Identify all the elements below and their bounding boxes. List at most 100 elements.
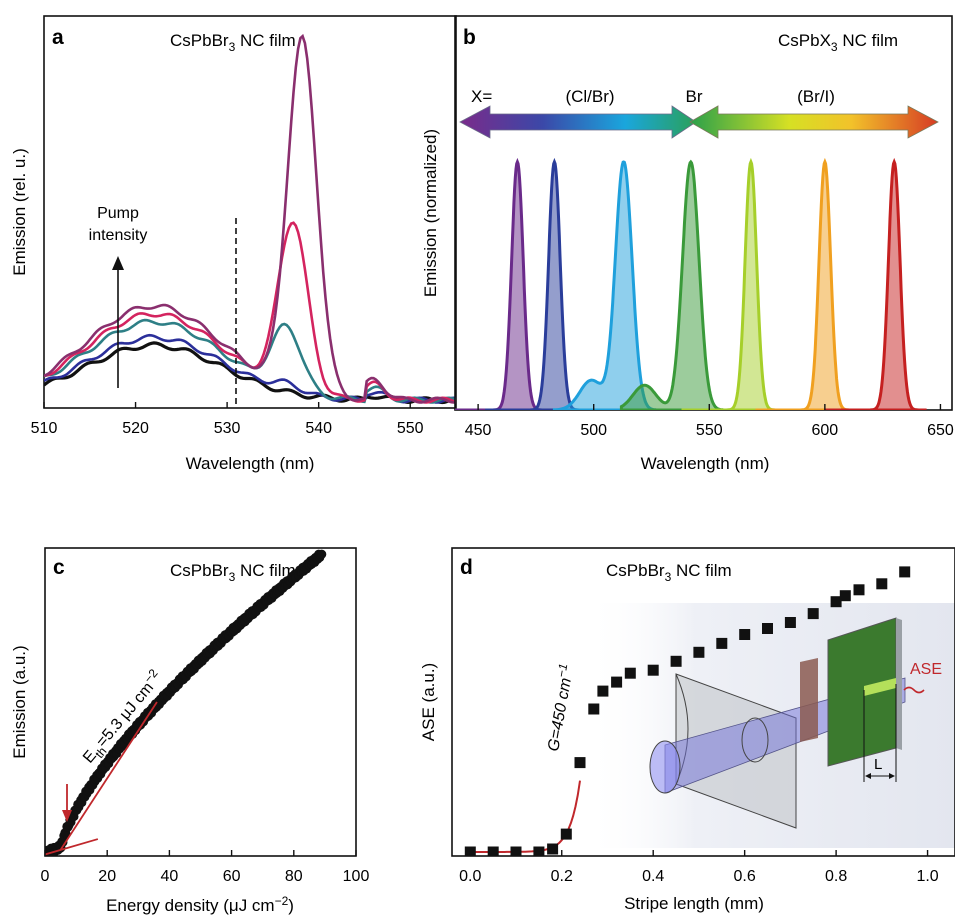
panel-b-plot-area: [455, 157, 927, 410]
pump-arrow-head: [112, 256, 124, 270]
panel-b-peak-568: [681, 157, 784, 410]
panel-b-label-x: X=: [471, 87, 492, 106]
panel-c-tick-label-20: 20: [98, 868, 116, 885]
panel-d-tick-label-0.0: 0.0: [459, 868, 481, 885]
panel-d-point-16: [762, 623, 773, 634]
panel-a-title: CsPbBr3 NC film: [170, 31, 296, 54]
panel-d-point-22: [876, 578, 888, 590]
panel-b-tick-label-500: 500: [580, 422, 607, 439]
panel-a-plot-area: [44, 33, 456, 405]
panel-b-letter: b: [463, 26, 476, 49]
panel-d-point-5: [560, 828, 572, 840]
inset-ase-wave: [903, 686, 925, 694]
halide-arrow-right: [689, 105, 939, 139]
panel-d-point-11: [647, 664, 659, 676]
inset-l-arrow-left: [865, 773, 871, 779]
panel-a-series-5: [44, 33, 456, 404]
panel-a-ylabel: Emission (rel. u.): [10, 148, 29, 276]
panel-d-plot-area: [464, 566, 911, 856]
panel-b-peak-630: [824, 157, 927, 410]
panel-d-point-6: [574, 757, 586, 769]
panel-c-x-ticks: 0 20 40 60 80 100: [41, 850, 370, 885]
panel-c-xlabel: Energy density (μJ cm−2): [106, 894, 294, 915]
panel-a-series-1: [44, 341, 456, 405]
panel-b-peak-542: [619, 159, 724, 410]
panel-a-xlabel: Wavelength (nm): [186, 454, 315, 473]
panel-d-point-7: [588, 703, 600, 715]
panel-a-frame: [43, 15, 457, 409]
panel-b-xlabel: Wavelength (nm): [641, 454, 770, 473]
panel-b-peak-600: [755, 157, 858, 410]
inset-substrate: [827, 617, 897, 767]
panel-c-point-278: [317, 549, 327, 559]
threshold-arrow-head: [62, 810, 72, 822]
panel-d-point-18: [807, 608, 819, 620]
panel-b-label-clbr: (Cl/Br): [565, 87, 614, 106]
panel-d-point-8: [597, 685, 609, 697]
panel-a-tick-label-520: 520: [122, 420, 149, 437]
panel-b-label-br: Br: [686, 87, 703, 106]
panel-c-tick-label-40: 40: [161, 868, 179, 885]
panel-b-tick-label-650: 650: [927, 422, 954, 439]
panel-b-peak-513: [552, 160, 657, 410]
panel-b-peak-483: [485, 157, 587, 410]
panel-d-title: CsPbBr3 NC film: [606, 561, 732, 584]
panel-c-letter: c: [53, 556, 65, 579]
inset-l-label: L: [874, 756, 882, 773]
panel-d-point-1: [487, 846, 499, 856]
panel-d-point-9: [611, 676, 623, 688]
panel-d-point-23: [899, 566, 911, 578]
panel-c-tick-label-100: 100: [343, 868, 370, 885]
panel-c-title: CsPbBr3 NC film: [170, 561, 296, 584]
panel-d-point-2: [510, 846, 522, 856]
panel-d-xlabel: Stripe length (mm): [624, 894, 764, 913]
panel-d-x-ticks: 0.0 0.2 0.4 0.6 0.8 1.0: [459, 850, 939, 885]
panel-b-peak-467: [455, 157, 550, 410]
panel-c-fit-above: [59, 701, 158, 851]
panel-d-point-20: [839, 590, 851, 602]
panel-d-tick-label-0.4: 0.4: [642, 868, 664, 885]
panel-c-ylabel: Emission (a.u.): [10, 645, 29, 758]
pump-label-line1: Pump: [97, 205, 139, 222]
panel-a-series-4: [44, 221, 456, 404]
panel-d-point-4: [547, 843, 559, 855]
panel-c: c CsPbBr3 NC film Eth=5.3 μJ cm−2 0 20 40 6…: [10, 547, 370, 915]
panel-c-plot-area: [45, 549, 327, 856]
panel-b-tick-label-600: 600: [812, 422, 839, 439]
panel-b-tick-label-450: 450: [465, 422, 492, 439]
panel-a-series-2: [44, 333, 456, 404]
inset-schematic: ASE L: [585, 603, 955, 848]
panel-c-tick-label-60: 60: [223, 868, 241, 885]
inset-substrate-edge: [896, 618, 902, 750]
panel-d-point-21: [853, 584, 865, 596]
panel-b-tick-label-550: 550: [696, 422, 723, 439]
inset-beam-ring: [741, 717, 769, 763]
panel-d-point-13: [693, 646, 705, 658]
panel-b-label-bri: (Br/I): [797, 87, 835, 106]
panel-d-point-19: [830, 596, 842, 608]
panel-d-point-3: [533, 846, 545, 856]
halide-arrow-left: [459, 105, 697, 139]
panel-d-point-12: [670, 655, 682, 667]
panel-a-tick-label-550: 550: [397, 420, 424, 437]
panel-d-point-15: [739, 629, 751, 640]
panel-d-tick-label-0.2: 0.2: [551, 868, 573, 885]
panel-c-frame: [44, 547, 357, 857]
gain-label: G=450 cm−1: [541, 662, 577, 752]
panel-a-tick-label-530: 530: [214, 420, 241, 437]
panel-a-series-3: [44, 318, 456, 404]
panel-d-gain-fit: [470, 780, 581, 853]
inset-l-arrow-right: [889, 773, 895, 779]
panel-d-ylabel: ASE (a.u.): [419, 663, 438, 741]
panel-d-letter: d: [460, 556, 473, 579]
panel-d-tick-label-0.6: 0.6: [734, 868, 756, 885]
panel-d-tick-label-0.8: 0.8: [825, 868, 847, 885]
panel-c-tick-label-0: 0: [41, 868, 50, 885]
panel-d: ASE L d CsPbBr3 NC film G=450 cm−1 0.0 0.…: [419, 547, 955, 913]
panel-b-ylabel: Emission (normalized): [421, 129, 440, 297]
panel-b-title: CsPbX3 NC film: [778, 31, 898, 54]
panel-b: b CsPbX3 NC film X= (Cl/Br) Br (Br/I) 45…: [421, 15, 954, 473]
panel-c-tick-label-80: 80: [285, 868, 303, 885]
inset-ase-label: ASE: [910, 661, 942, 678]
